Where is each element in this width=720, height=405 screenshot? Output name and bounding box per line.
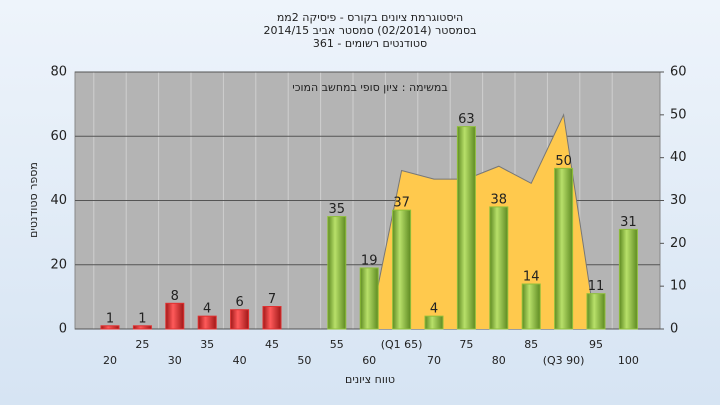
data-label: 14 [523,270,540,285]
x-tick-label: (Q1 65) [381,338,423,351]
bar [618,228,638,330]
bar [197,315,217,330]
data-label: 1 [138,311,146,326]
area-line [368,113,597,330]
bar [424,315,444,330]
y2-tick-label: 50 [670,107,687,122]
x-tick-label: 100 [618,354,639,367]
x-tick-label: 50 [297,354,311,367]
x-tick-label: 30 [168,354,182,367]
data-label: 4 [203,302,211,317]
data-label: 38 [491,192,508,207]
x-axis-label: טווח ציונים [345,373,395,386]
y2-tick-label: 10 [670,279,687,294]
x-tick-label: 75 [459,338,473,351]
data-label: 31 [620,215,637,230]
y2-tick-label: 0 [670,322,678,337]
data-label: 8 [171,289,179,304]
area-fill [369,114,596,329]
bar [392,209,412,330]
x-tick-label: 85 [524,338,538,351]
y-tick-label: 20 [50,257,67,272]
x-tick-label: 60 [362,354,376,367]
bar [100,325,120,330]
chart-title: בסמסטר (02/2014) סמסטר אביב 2014/15 [263,24,476,37]
data-label: 7 [268,292,276,307]
chart-title: סטודנטים רשומים - 361 [313,37,427,50]
annotation: במשימה : ציון סופי במחשב המוכי [292,81,447,94]
bar [165,302,185,330]
x-tick-label: 35 [200,338,214,351]
data-label: 37 [393,196,410,211]
bar [586,293,606,330]
data-label: 50 [555,154,572,169]
bar [456,126,476,330]
data-label: 19 [361,253,378,268]
x-tick-label: 70 [427,354,441,367]
x-tick-label: 20 [103,354,117,367]
bar [359,267,379,330]
bar [521,283,541,330]
x-tick-label: (Q3 90) [543,354,585,367]
bar [132,325,152,330]
data-label: 6 [235,295,243,310]
y-tick-label: 40 [50,193,67,208]
x-tick-label: 45 [265,338,279,351]
x-tick-label: 95 [589,338,603,351]
chart-title: היסטוגרמת ציונים בקורס - פיסיקה 2ממ [277,11,463,24]
y2-tick-label: 20 [670,236,687,251]
data-label: 11 [588,279,605,294]
y-tick-label: 0 [59,322,67,337]
data-label: 1 [106,311,114,326]
x-tick-label: 40 [233,354,247,367]
y2-tick-label: 40 [670,150,687,165]
bar [489,206,509,330]
x-tick-label: 25 [135,338,149,351]
y-axis-label: מספר סטודנטים [27,162,40,238]
x-tick-label: 80 [492,354,506,367]
y2-tick-label: 30 [670,193,687,208]
data-label: 4 [430,302,438,317]
bar [554,167,574,330]
y-tick-label: 80 [50,65,67,80]
bar [230,309,250,330]
data-label: 63 [458,112,475,127]
y-tick-label: 60 [50,129,67,144]
data-label: 35 [329,202,346,217]
y2-tick-label: 60 [670,65,687,80]
bar [262,306,282,330]
x-tick-label: 55 [330,338,344,351]
bar [327,216,347,330]
